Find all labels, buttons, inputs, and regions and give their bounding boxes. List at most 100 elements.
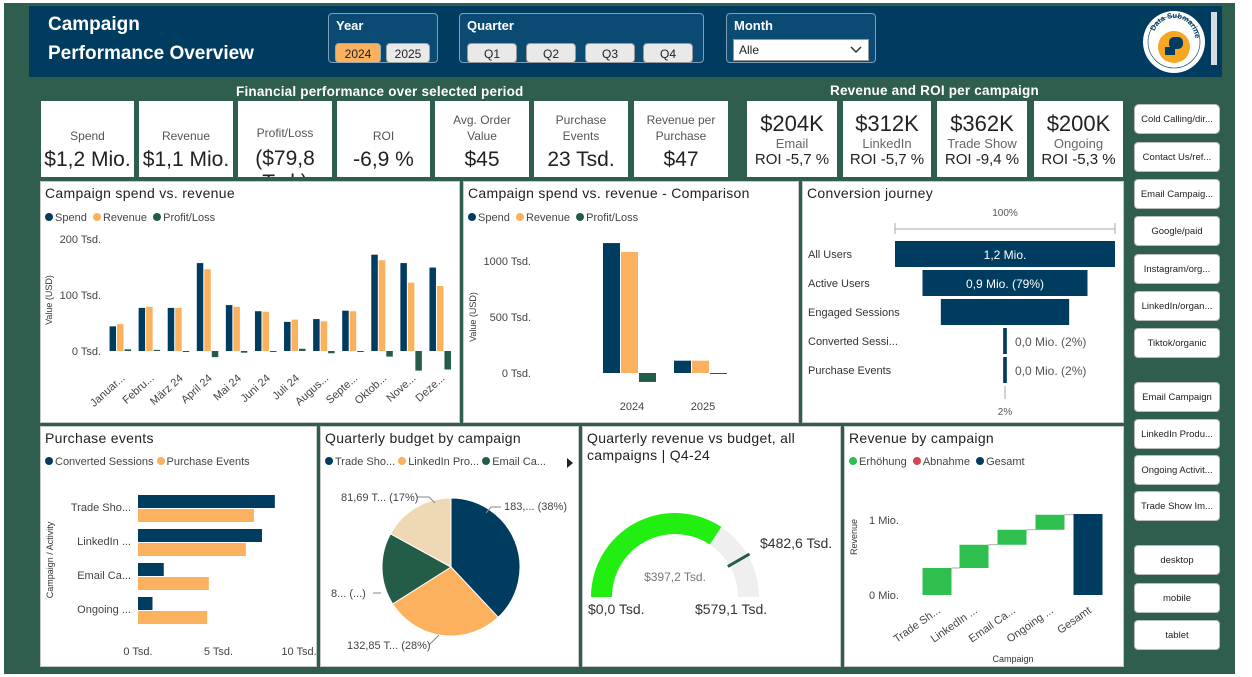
chart-title: Revenue by campaign bbox=[849, 430, 995, 446]
bar-purchase-events bbox=[138, 509, 254, 522]
bar-profit-loss bbox=[357, 351, 364, 352]
chart-legend: Spend Revenue Profit/Loss bbox=[468, 212, 638, 224]
kpi-card-avg-order-value: Avg. Order Value $45 bbox=[435, 101, 529, 177]
month-dropdown[interactable]: Alle bbox=[733, 39, 869, 61]
campaign-card-trade-show: $362K Trade Show ROI -9,4 % bbox=[937, 101, 1027, 177]
funnel-stage-label: All Users bbox=[808, 249, 853, 261]
bar-revenue bbox=[692, 360, 709, 373]
quarter-filter-label: Quarter bbox=[467, 18, 514, 33]
slicer-device-tablet[interactable]: tablet bbox=[1134, 620, 1220, 650]
bar-revenue bbox=[146, 306, 153, 351]
slicer-linkedin-organic[interactable]: LinkedIn/organ... bbox=[1134, 291, 1220, 321]
bar-revenue bbox=[407, 282, 415, 351]
slicer-device-mobile[interactable]: mobile bbox=[1134, 583, 1220, 613]
campaign-revenue: $204K bbox=[760, 111, 824, 136]
x-tick-label: März 24 bbox=[148, 372, 186, 408]
legend-increase: Erhöhung bbox=[859, 456, 907, 468]
kpi-card-roi: ROI -6,9 % bbox=[337, 101, 430, 177]
slicer-instagram-organic[interactable]: Instagram/org... bbox=[1134, 254, 1220, 284]
gauge-target-marker bbox=[727, 552, 751, 568]
bar-profit-loss bbox=[182, 351, 190, 352]
kpi-value: $1,1 Mio. bbox=[142, 148, 230, 171]
bar-spend bbox=[603, 243, 620, 373]
quarter-q2-button[interactable]: Q2 bbox=[526, 43, 576, 63]
y-tick-label: 1 Mio. bbox=[869, 515, 899, 527]
quarter-q3-button[interactable]: Q3 bbox=[585, 43, 635, 63]
month-filter-label: Month bbox=[734, 18, 773, 33]
campaign-name: Ongoing bbox=[1053, 136, 1104, 151]
slicer-cold-calling[interactable]: Cold Calling/dir... bbox=[1134, 104, 1220, 134]
x-tick-label: 5 Tsd. bbox=[204, 646, 233, 658]
campaign-card-ongoing: $200K Ongoing ROI -5,3 % bbox=[1034, 101, 1123, 177]
bar-spend bbox=[429, 267, 436, 351]
x-tick-label: 2025 bbox=[691, 401, 715, 413]
bar-profit-loss bbox=[124, 349, 132, 351]
legend-spend: Spend bbox=[478, 212, 510, 224]
bar-converted-sessions bbox=[138, 529, 262, 542]
kpi-value: -6,9 % bbox=[353, 148, 414, 171]
slicer-device-desktop[interactable]: desktop bbox=[1134, 545, 1220, 575]
kpi-value: 23 Tsd. bbox=[547, 148, 615, 171]
pie-slice-label: 183,... (38%) bbox=[504, 501, 567, 513]
chart-spend-vs-revenue-plot: 200 Tsd. 100 Tsd. 0 Tsd. Value (USD) Januar.… bbox=[44, 234, 451, 409]
gauge-max-label: $579,1 Tsd. bbox=[695, 601, 767, 617]
bar-spend bbox=[225, 305, 233, 351]
pie-leader-line bbox=[428, 634, 440, 646]
kpi-label: ROI bbox=[372, 129, 395, 143]
funnel-bar bbox=[1003, 328, 1007, 354]
bar-purchase-events bbox=[138, 543, 246, 556]
x-axis-label: Campaign bbox=[992, 654, 1033, 664]
chart-legend: Trade Sho... LinkedIn Pro... Email Ca... bbox=[325, 456, 546, 468]
bar-profit-loss bbox=[299, 348, 306, 351]
bar-profit-loss bbox=[386, 351, 393, 357]
slicer-ongoing-activity[interactable]: Ongoing Activit... bbox=[1134, 455, 1220, 485]
campaign-roi: ROI -5,3 % bbox=[1041, 151, 1116, 168]
waterfall-total-bar bbox=[1073, 514, 1103, 595]
slicer-tiktok-organic[interactable]: Tiktok/organic bbox=[1134, 328, 1220, 358]
funnel-bar bbox=[940, 299, 1070, 325]
slicer-linkedin-product[interactable]: LinkedIn Produ... bbox=[1134, 419, 1220, 449]
slicer-trade-show[interactable]: Trade Show Im... bbox=[1134, 491, 1220, 521]
quarter-q1-button[interactable]: Q1 bbox=[467, 43, 517, 63]
chart-title: Quarterly revenue vs budget, all campaig… bbox=[587, 430, 796, 463]
legend-spend: Spend bbox=[55, 212, 87, 224]
gauge-fill bbox=[591, 513, 722, 597]
y-tick-label: Ongoing ... bbox=[77, 604, 131, 616]
bar-converted-sessions bbox=[138, 563, 164, 576]
slicer-google-paid[interactable]: Google/paid bbox=[1134, 216, 1220, 246]
bar-profit-loss bbox=[153, 349, 161, 351]
bar-revenue bbox=[349, 311, 357, 351]
campaign-revenue: $362K bbox=[950, 111, 1014, 136]
funnel-stage-label: Converted Sessi... bbox=[808, 336, 898, 348]
bar-converted-sessions bbox=[138, 597, 153, 610]
quarter-q4-button[interactable]: Q4 bbox=[643, 43, 693, 63]
pie-slice bbox=[392, 566, 499, 637]
slicer-contact-us[interactable]: Contact Us/ref... bbox=[1134, 142, 1220, 172]
slicer-email-campaign-activity[interactable]: Email Campaign bbox=[1134, 382, 1220, 412]
funnel-value-label: 0,0 Mio. (2%) bbox=[1015, 364, 1086, 378]
legend-email: Email Ca... bbox=[492, 456, 546, 468]
gauge-target-label: $482,6 Tsd. bbox=[760, 535, 832, 551]
pie-slice bbox=[381, 533, 452, 605]
bar-spend bbox=[196, 263, 204, 351]
chart-spend-vs-revenue: Campaign spend vs. revenue Spend Revenue… bbox=[40, 181, 460, 423]
campaign-name: Trade Show bbox=[947, 136, 1017, 151]
bar-spend bbox=[313, 319, 320, 351]
year-2024-button[interactable]: 2024 bbox=[335, 43, 381, 63]
legend-next-arrow-icon[interactable] bbox=[566, 458, 574, 468]
campaign-roi: ROI -5,7 % bbox=[754, 151, 830, 168]
funnel-bar bbox=[922, 270, 1088, 296]
funnel-bar bbox=[1003, 357, 1007, 383]
legend-decrease: Abnahme bbox=[922, 456, 970, 468]
slicer-email-campaign[interactable]: Email Campaig... bbox=[1134, 179, 1220, 209]
chart-revenue-vs-budget-gauge: Quarterly revenue vs budget, all campaig… bbox=[582, 426, 841, 667]
kpi-label: Purchase Events bbox=[555, 113, 607, 143]
campaign-roi: ROI -5,7 % bbox=[849, 151, 925, 168]
kpi-card-profit-loss: Profit/Loss ($79,8 Tsd.) bbox=[238, 101, 332, 177]
chart-quarterly-budget: Quarterly budget by campaign Trade Sho..… bbox=[320, 426, 579, 667]
campaign-name: Email bbox=[775, 136, 809, 151]
kpi-card-spend: Spend $1,2 Mio. bbox=[41, 101, 134, 177]
legend-trade-show: Trade Sho... bbox=[335, 456, 396, 468]
bar-profit-loss bbox=[211, 351, 219, 358]
year-2025-button[interactable]: 2025 bbox=[386, 43, 430, 63]
